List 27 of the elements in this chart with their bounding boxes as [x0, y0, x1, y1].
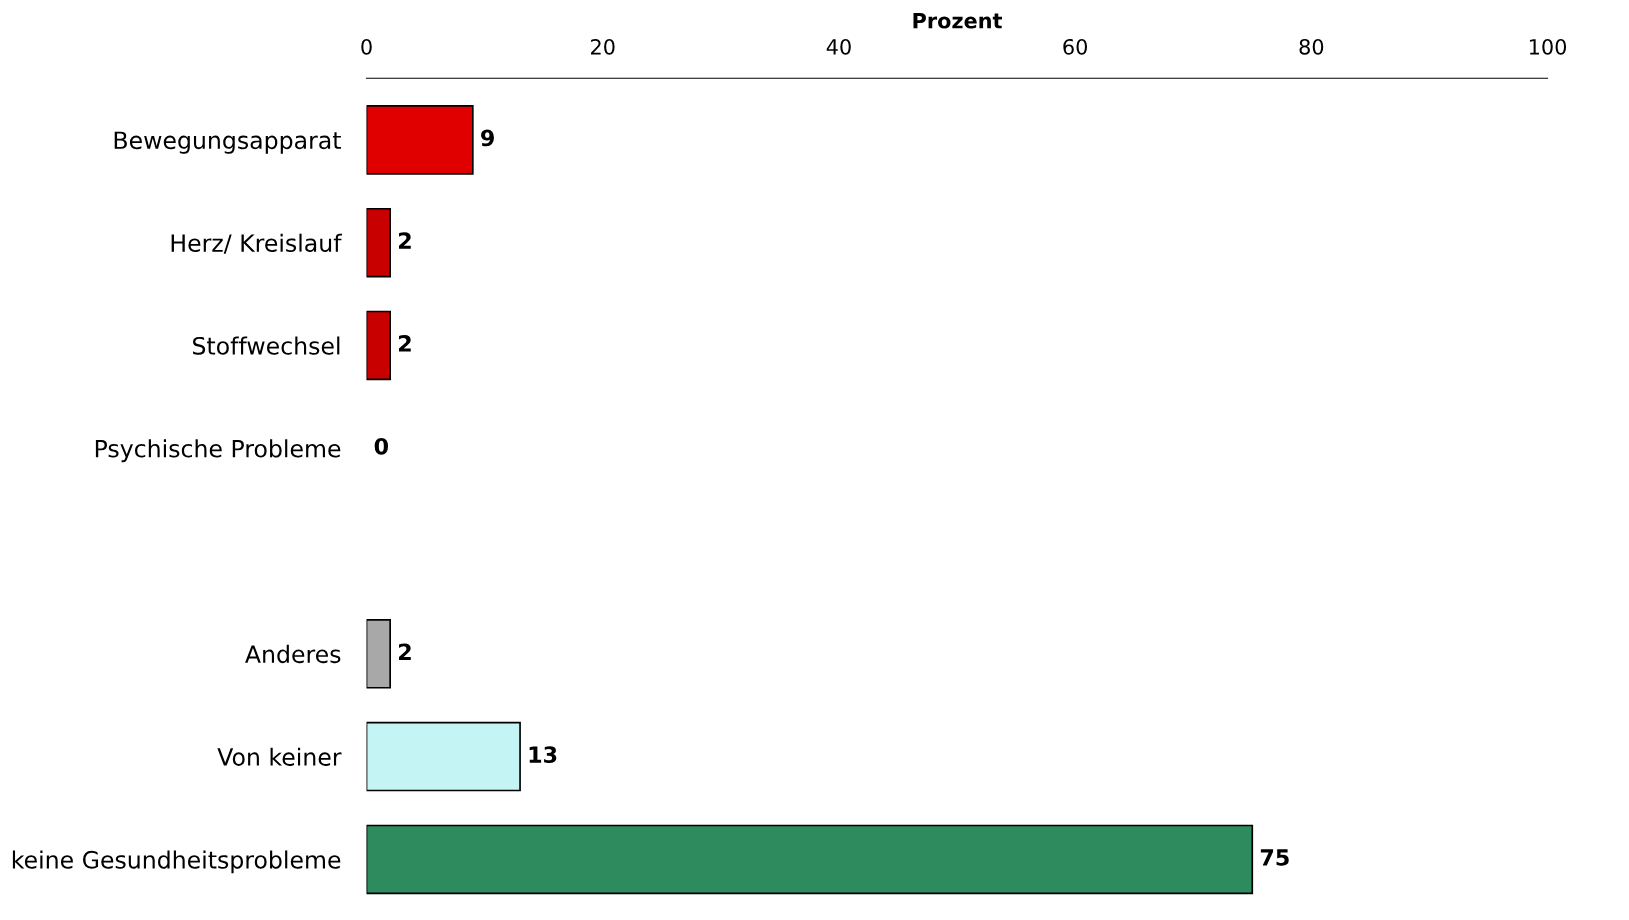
bar [366, 824, 1254, 895]
bar [366, 310, 391, 381]
y-tick-label: Psychische Probleme [95, 439, 341, 463]
bar [366, 207, 391, 278]
x-axis-title: Prozent [913, 13, 1003, 29]
data-label: 2 [398, 232, 411, 249]
data-label: 0 [374, 437, 389, 455]
y-tick-label: keine Gesundheitsprobleme [12, 850, 341, 874]
x-tick-label: 20 [591, 38, 615, 55]
y-tick-label: Bewegungsapparat [114, 131, 341, 154]
data-label: 9 [481, 129, 494, 147]
x-tick-label: 100 [1529, 38, 1567, 55]
x-tick-label: 60 [1063, 38, 1088, 55]
y-tick-label: Von keiner [217, 747, 342, 766]
x-tick-label: 40 [826, 38, 851, 55]
bar [366, 619, 391, 689]
data-label: 2 [398, 643, 411, 660]
bar [366, 105, 474, 175]
data-label: 75 [1260, 849, 1289, 866]
bar [366, 721, 521, 792]
y-tick-label: Anderes [245, 644, 341, 664]
y-tick-label: Herz/ Kreislauf [171, 233, 342, 254]
data-label: 13 [529, 746, 557, 764]
x-tick-label: 80 [1299, 38, 1324, 55]
x-tick-label: 0 [361, 38, 372, 55]
y-tick-label: Stoffwechsel [193, 336, 340, 355]
data-label: 2 [398, 335, 411, 352]
